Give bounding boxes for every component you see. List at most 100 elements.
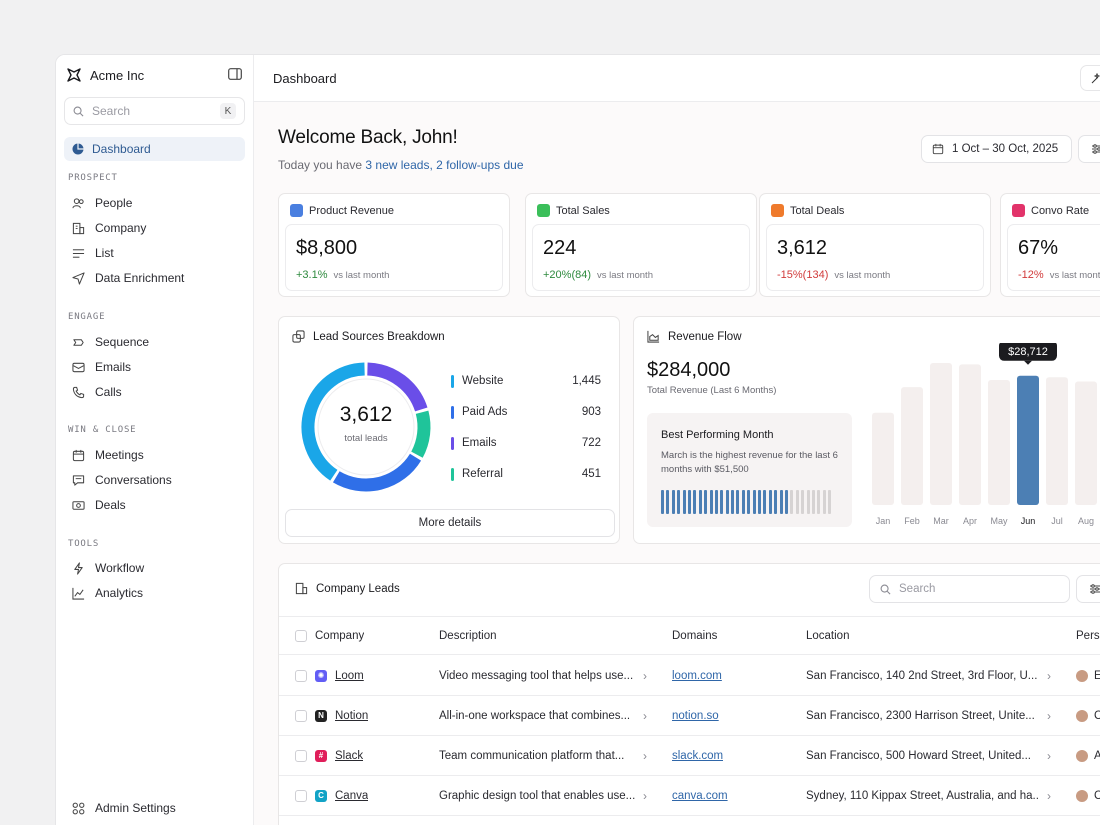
sidebar-item-dashboard[interactable]: Dashboard <box>64 137 245 161</box>
sidebar-item-calls[interactable]: Calls <box>72 383 122 401</box>
progress-tick <box>720 490 724 514</box>
stat-header: Product Revenue <box>290 204 394 217</box>
bar-jan[interactable] <box>872 412 894 505</box>
chevron-right-icon[interactable]: › <box>1047 748 1051 763</box>
stat-card-convo-rate[interactable]: Convo Rate 67% -12% vs last month <box>1000 193 1100 297</box>
sidebar-item-data-enrichment[interactable]: Data Enrichment <box>72 269 184 287</box>
stat-body: 67% -12% vs last month <box>1007 224 1100 291</box>
sidebar-item-deals[interactable]: Deals <box>72 496 126 514</box>
donut-slice-website[interactable] <box>301 362 365 481</box>
stat-change: +3.1% vs last month <box>296 269 389 281</box>
sidebar-item-emails[interactable]: Emails <box>72 358 131 376</box>
stat-change: -15%(134) vs last month <box>777 269 890 281</box>
progress-tick <box>768 490 772 514</box>
row-checkbox[interactable] <box>295 736 307 775</box>
bar-apr[interactable] <box>959 364 981 505</box>
donut-slice-paid-ads[interactable] <box>332 453 422 492</box>
sidebar-toggle-icon[interactable] <box>228 68 242 80</box>
table-row[interactable]: C Canva Graphic design tool that enables… <box>279 776 1100 816</box>
deals-icon <box>771 204 784 217</box>
chevron-right-icon[interactable]: › <box>643 748 647 763</box>
select-all-checkbox[interactable] <box>295 617 307 654</box>
column-header-description[interactable]: Description <box>439 629 497 642</box>
row-checkbox[interactable] <box>295 776 307 815</box>
date-range-picker[interactable]: 1 Oct – 30 Oct, 2025 <box>921 135 1072 163</box>
revenue-subtitle: Total Revenue (Last 6 Months) <box>647 385 777 396</box>
person-cell: C <box>1076 696 1100 735</box>
column-header-location[interactable]: Location <box>806 629 850 642</box>
domain-link[interactable]: notion.so <box>672 709 719 722</box>
row-checkbox[interactable] <box>295 656 307 695</box>
topbar-action-button[interactable] <box>1080 65 1100 91</box>
more-details-button[interactable]: More details <box>285 509 615 537</box>
stat-change-value: +20%(84) <box>543 269 592 281</box>
table-row[interactable]: # Slack Team communication platform that… <box>279 736 1100 776</box>
sidebar-item-company[interactable]: Company <box>72 219 146 237</box>
donut-slice-referral[interactable] <box>411 410 431 458</box>
column-header-person[interactable]: Perso <box>1076 629 1100 642</box>
date-range-label: 1 Oct – 30 Oct, 2025 <box>952 143 1059 155</box>
column-header-company[interactable]: Company <box>315 629 365 642</box>
progress-tick <box>709 490 713 514</box>
sidebar-search-input[interactable]: Search K <box>64 97 245 125</box>
stat-comparison: vs last month <box>1049 270 1100 281</box>
progress-tick <box>747 490 751 514</box>
sidebar-item-analytics[interactable]: Analytics <box>72 584 143 602</box>
bar-may[interactable] <box>988 380 1010 505</box>
chat-icon <box>72 474 85 486</box>
bar-jul[interactable] <box>1046 377 1068 505</box>
sidebar-item-admin-settings[interactable]: Admin Settings <box>72 801 176 815</box>
x-tick-label: Aug <box>1078 516 1094 526</box>
brand[interactable]: Acme Inc <box>66 67 144 83</box>
company-name-link[interactable]: Notion <box>335 709 369 722</box>
stat-card-product-revenue[interactable]: Product Revenue $8,800 +3.1% vs last mont… <box>278 193 510 297</box>
stat-change-value: -12% <box>1018 269 1044 281</box>
chevron-right-icon[interactable]: › <box>643 708 647 723</box>
sliders-icon <box>1090 584 1100 594</box>
table-row[interactable]: N Notion All-in-one workspace that combi… <box>279 696 1100 736</box>
chevron-right-icon[interactable]: › <box>1047 668 1051 683</box>
domain-link[interactable]: canva.com <box>672 789 728 802</box>
company-name-link[interactable]: Loom <box>335 669 364 682</box>
calendar-icon <box>932 143 944 155</box>
filter-button[interactable] <box>1078 135 1100 163</box>
table-row[interactable]: ✺ Loom Video messaging tool that helps u… <box>279 656 1100 696</box>
chevron-right-icon[interactable]: › <box>1047 708 1051 723</box>
stat-card-total-deals[interactable]: Total Deals 3,612 -15%(134) vs last month <box>759 193 991 297</box>
chevron-right-icon[interactable]: › <box>643 668 647 683</box>
building-icon <box>72 222 85 234</box>
x-tick-label: Apr <box>963 516 977 526</box>
column-header-domains[interactable]: Domains <box>672 629 718 642</box>
progress-tick <box>806 490 810 514</box>
company-name-link[interactable]: Slack <box>335 749 364 762</box>
best-month-progress <box>661 490 832 514</box>
donut-slice-emails[interactable] <box>367 362 428 412</box>
stat-card-total-sales[interactable]: Total Sales 224 +20%(84) vs last month <box>525 193 757 297</box>
sidebar-item-meetings[interactable]: Meetings <box>72 446 144 464</box>
donut-total-label: total leads <box>344 433 388 444</box>
people-icon <box>72 197 84 208</box>
domain-link[interactable]: loom.com <box>672 669 722 682</box>
bar-feb[interactable] <box>901 387 923 505</box>
sidebar-item-workflow[interactable]: Workflow <box>72 559 144 577</box>
domain-link[interactable]: slack.com <box>672 749 724 762</box>
leads-search-input[interactable]: Search <box>869 575 1070 603</box>
row-checkbox[interactable] <box>295 696 307 735</box>
bar-mar[interactable] <box>930 363 952 505</box>
sidebar-item-sequence[interactable]: Sequence <box>72 333 149 351</box>
leads-filter-button[interactable] <box>1076 575 1100 603</box>
welcome-highlight[interactable]: 3 new leads, 2 follow-ups due <box>365 158 524 172</box>
company-logo-icon: C <box>315 789 327 802</box>
card-title: Company Leads <box>295 582 400 595</box>
legend-swatch <box>451 374 454 388</box>
bar-jun[interactable] <box>1017 375 1039 505</box>
sidebar-item-people[interactable]: People <box>72 194 132 212</box>
bar-aug[interactable] <box>1075 381 1097 505</box>
chevron-right-icon[interactable]: › <box>1047 788 1051 803</box>
company-name-link[interactable]: Canva <box>335 789 369 802</box>
stat-change: -12% vs last month <box>1018 269 1100 281</box>
sidebar-item-list[interactable]: List <box>72 244 114 262</box>
sidebar-item-conversations[interactable]: Conversations <box>72 471 172 489</box>
chevron-right-icon[interactable]: › <box>643 788 647 803</box>
person-cell: E <box>1076 656 1100 695</box>
